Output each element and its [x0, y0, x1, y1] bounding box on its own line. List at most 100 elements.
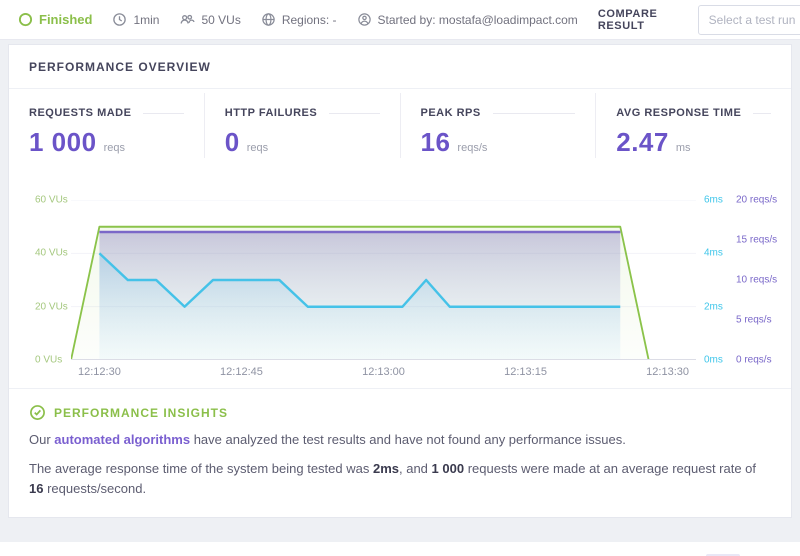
duration-item: 1min — [112, 12, 159, 27]
time-tick-label: 12:13:15 — [504, 366, 547, 378]
metric-label: REQUESTS MADE — [29, 107, 132, 119]
time-tick-label: 12:12:30 — [77, 366, 121, 378]
metric-rule — [492, 112, 576, 114]
regions-label: Regions: - — [281, 12, 337, 27]
tab-title: HTTP — [289, 554, 413, 556]
metric-unit: ms — [675, 142, 691, 154]
metric-rule — [329, 112, 380, 114]
status-label: Finished — [39, 12, 93, 27]
tab-title: ANALYSIS — [413, 554, 537, 556]
metric-requests-made: REQUESTS MADE 1 000 reqs — [9, 93, 204, 158]
rps-tick-label: 0 reqs/s — [736, 354, 772, 366]
avg-response-value: 2ms — [372, 461, 399, 477]
globe-icon — [261, 12, 276, 27]
insights-text: have analyzed the test results and have … — [190, 432, 626, 447]
regions-item: Regions: - — [261, 12, 337, 27]
rps-tick-label: 5 reqs/s — [736, 314, 772, 326]
metric-value: 16 — [420, 127, 451, 157]
automated-algorithms-link[interactable]: automated algorithms — [54, 432, 191, 447]
time-tick-label: 12:12:45 — [220, 366, 263, 378]
check-circle-icon — [29, 404, 46, 421]
metric-rule — [143, 112, 184, 114]
performance-chart: 60 VUs 40 VUs 20 VUs 0 VUs 6ms 4ms 2ms 0ms 20 r… — [9, 172, 791, 388]
ms-tick-label: 2ms — [704, 301, 723, 313]
compare-result-label: COMPARE RESULT — [597, 7, 658, 32]
user-circle-icon — [357, 12, 372, 27]
rate-value: 16 — [29, 481, 44, 497]
rps-tick-label: 15 reqs/s — [736, 234, 778, 246]
vu-tick-label: 0 VUs — [35, 354, 63, 366]
vu-axis: 60 VUs 40 VUs 20 VUs 0 VUs — [9, 195, 71, 366]
tab-logs[interactable]: LOGSBETA Execution logs — [662, 542, 786, 556]
ms-tick-label: 0ms — [704, 354, 723, 366]
vu-tick-label: 60 VUs — [35, 194, 68, 206]
ms-rps-axis: 6ms 4ms 2ms 0ms 20 reqs/s 15 reqs/s 10 reqs/s 5… — [696, 195, 791, 366]
response-time-line — [98, 252, 621, 308]
tab-title: LOGS BETA — [662, 554, 786, 556]
insights-text: , and — [399, 461, 432, 477]
card-header: PERFORMANCE OVERVIEW — [9, 45, 791, 89]
metric-value: 2.47 — [616, 127, 669, 157]
vus-label: 50 VUs — [201, 12, 241, 27]
vus-item: 50 VUs — [179, 12, 241, 27]
metric-value: 0 — [224, 127, 240, 157]
metric-rule — [753, 112, 771, 114]
tab-title: THRESHOLDS — [40, 554, 164, 556]
tab-title: CHECKS — [164, 554, 288, 556]
performance-overview-card: PERFORMANCE OVERVIEW REQUESTS MADE 1 000… — [8, 44, 792, 519]
tab-script[interactable]: SCRIPT View executed script — [537, 542, 661, 556]
compare-test-run-select[interactable]: Select a test run — [697, 4, 800, 35]
finished-circle-icon — [18, 12, 33, 27]
metric-label: PEAK RPS — [420, 107, 481, 119]
metric-http-failures: HTTP FAILURES 0 reqs — [203, 93, 400, 158]
vu-tick-label: 40 VUs — [35, 247, 68, 259]
metric-unit: reqs — [103, 142, 125, 154]
metric-label: HTTP FAILURES — [224, 107, 318, 119]
results-tab-bar: THRESHOLDS (1/1) CHECKS (0/0) HTTP (1K/1… — [0, 542, 800, 556]
tab-analysis[interactable]: ANALYSIS Compare metrics — [413, 542, 537, 556]
insights-text: The average response time of the system … — [29, 461, 373, 477]
time-axis: 12:12:30 12:12:45 12:13:00 12:13:15 12:13:30 — [71, 364, 696, 388]
tab-checks[interactable]: CHECKS (0/0) — [164, 542, 288, 556]
insights-title: PERFORMANCE INSIGHTS — [54, 405, 229, 420]
beta-badge: BETA — [706, 554, 741, 556]
tab-title-text: LOGS — [662, 554, 701, 556]
metric-peak-rps: PEAK RPS 16 reqs/s — [399, 93, 596, 158]
rps-tick-label: 10 reqs/s — [736, 274, 778, 286]
started-by-label: Started by: mostafa@loadimpact.com — [377, 12, 578, 27]
metric-unit: reqs — [246, 142, 269, 154]
metric-avg-response-time: AVG RESPONSE TIME 2.47 ms — [595, 93, 791, 158]
insights-text: requests/second. — [43, 481, 147, 497]
users-icon — [179, 12, 196, 27]
rps-tick-label: 20 reqs/s — [736, 194, 778, 206]
ms-tick-label: 4ms — [704, 247, 723, 259]
vus-line — [71, 225, 650, 360]
insights-line-1: Our automated algorithms have analyzed t… — [29, 430, 771, 450]
time-tick-label: 12:13:00 — [362, 366, 405, 378]
tab-title: SCRIPT — [537, 554, 661, 556]
metric-unit: reqs/s — [457, 142, 488, 154]
metric-value: 1 000 — [29, 127, 97, 157]
tab-http[interactable]: HTTP (1K/1K) — [289, 542, 413, 556]
duration-label: 1min — [133, 12, 160, 27]
metric-label: AVG RESPONSE TIME — [616, 107, 742, 119]
status-item: Finished — [18, 12, 92, 27]
test-run-status-bar: Finished 1min 50 VUs Regions: - Started … — [0, 0, 800, 40]
started-by-item: Started by: mostafa@loadimpact.com — [357, 12, 578, 27]
page-title: PERFORMANCE OVERVIEW — [29, 60, 211, 74]
chart-plot-area[interactable] — [71, 200, 696, 360]
insights-text: Our — [29, 432, 55, 447]
time-tick-label: 12:13:30 — [646, 366, 689, 378]
insights-text: requests were made at an average request… — [464, 461, 757, 477]
chart-canvas — [71, 200, 696, 360]
select-placeholder: Select a test run — [708, 12, 796, 27]
tab-thresholds[interactable]: THRESHOLDS (1/1) — [40, 542, 164, 556]
ms-tick-label: 6ms — [704, 194, 723, 206]
vu-tick-label: 20 VUs — [35, 301, 68, 313]
response-time-area — [99, 253, 621, 360]
clock-icon — [112, 12, 127, 27]
requests-value: 1 000 — [431, 461, 465, 477]
insights-line-2: The average response time of the system … — [29, 459, 771, 499]
performance-insights-section: PERFORMANCE INSIGHTS Our automated algor… — [9, 388, 791, 517]
